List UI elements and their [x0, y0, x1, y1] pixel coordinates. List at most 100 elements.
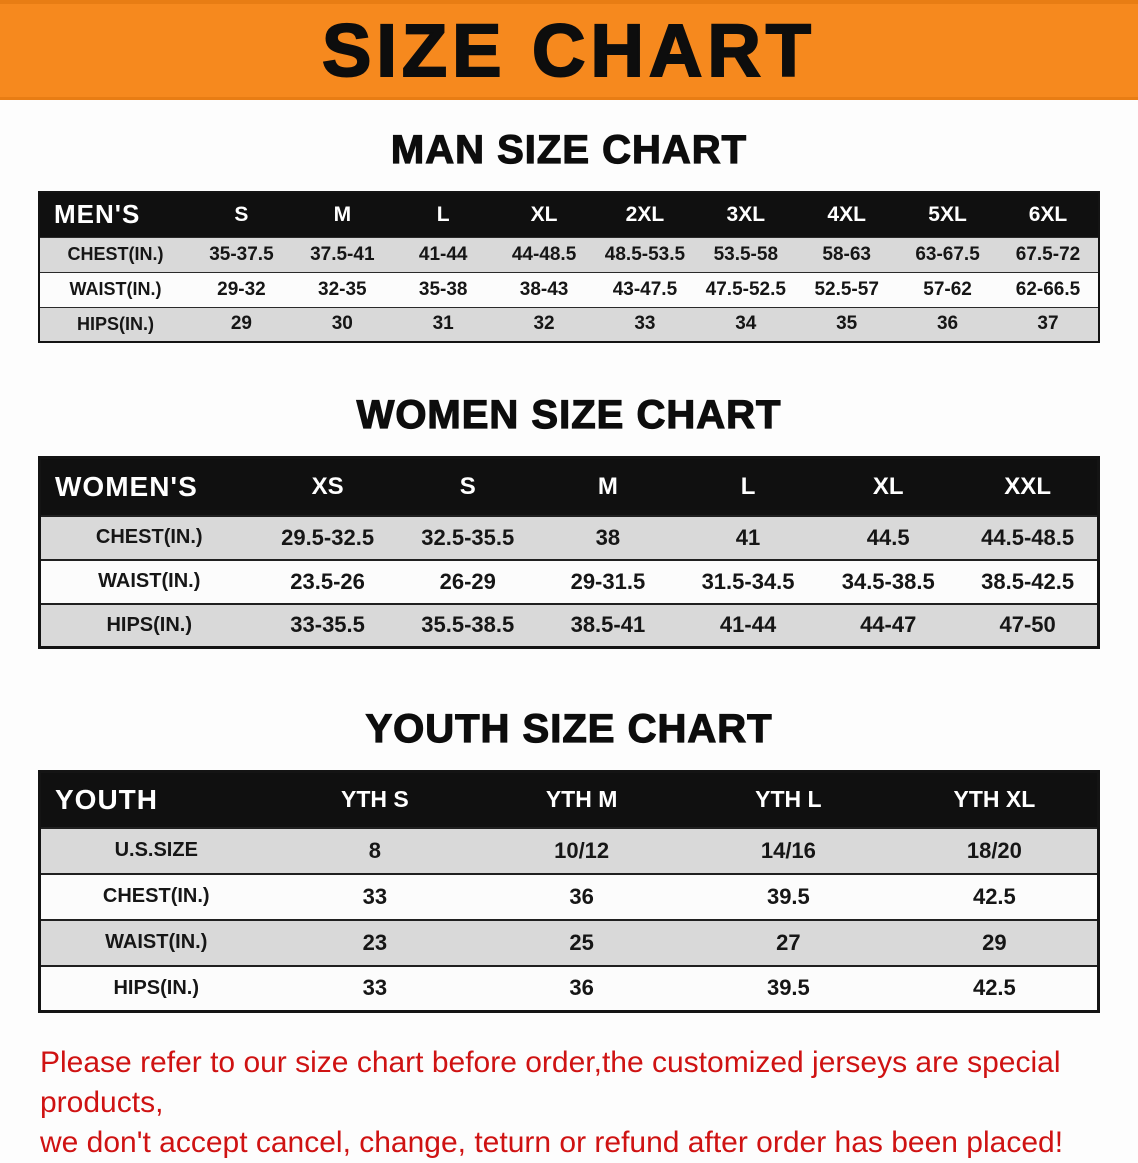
table-cell: 62-66.5 — [1015, 278, 1081, 300]
table-cell: 37 — [1037, 313, 1059, 335]
disclaimer-line-1: Please refer to our size chart before or… — [40, 1046, 1061, 1119]
women-chart-heading: WOMEN SIZE CHART — [356, 392, 782, 437]
table-cell: 31.5-34.5 — [701, 568, 795, 594]
row-label: WAIST(IN.) — [98, 570, 201, 592]
table-row: CHEST(IN.) 35-37.5 37.5-41 41-44 44-48.5 48.5… — [39, 237, 1099, 272]
table-cell: 43-47.5 — [612, 278, 678, 300]
column-header: S — [191, 192, 292, 237]
table-cell: 27 — [776, 929, 801, 955]
table-cell: 30 — [331, 313, 353, 335]
column-header: 2XL — [594, 192, 696, 237]
row-label: WAIST(IN.) — [69, 279, 162, 299]
table-cell: 14/16 — [760, 837, 816, 863]
table-cell: 35 — [836, 313, 858, 335]
column-header: 6XL — [998, 192, 1099, 237]
row-label: CHEST(IN.) — [102, 885, 210, 907]
column-header: XXL — [958, 457, 1099, 516]
table-cell: 41-44 — [719, 612, 777, 638]
table-cell: 44-47 — [860, 612, 917, 638]
men-chart-heading: MAN SIZE CHART — [390, 127, 748, 172]
table-corner-label: MEN'S — [39, 192, 191, 237]
table-row: HIPS(IN.) 33 36 39.5 42.5 — [39, 965, 1099, 1012]
men-size-chart-section: MAN SIZE CHART MEN'S S M L XL 2XL 3XL 4XL 5XL 6XL… — [0, 127, 1138, 343]
row-label: HIPS(IN.) — [113, 976, 200, 999]
table-cell: 48.5-53.5 — [604, 243, 686, 265]
table-cell: 42.5 — [972, 975, 1016, 1001]
men-size-table: MEN'S S M L XL 2XL 3XL 4XL 5XL 6XL CHEST(IN.) 35-37… — [38, 191, 1100, 343]
table-cell: 41-44 — [418, 243, 468, 265]
table-cell: 29 — [230, 313, 252, 335]
table-cell: 38.5-42.5 — [981, 568, 1075, 594]
table-cell: 23.5-26 — [290, 568, 365, 594]
table-cell: 38-43 — [519, 278, 569, 300]
table-cell: 34.5-38.5 — [841, 568, 935, 594]
table-cell: 32 — [533, 313, 555, 335]
table-cell: 33 — [362, 975, 388, 1001]
table-cell: 39.5 — [766, 975, 810, 1001]
table-cell: 31 — [432, 313, 454, 335]
table-cell: 33-35.5 — [290, 612, 365, 638]
column-header: YTH L — [685, 771, 892, 828]
column-header: XL — [818, 457, 959, 516]
table-corner-label: WOMEN'S — [39, 457, 258, 516]
table-row: WAIST(IN.) 23.5-26 26-29 29-31.5 31.5-34.5 34… — [39, 559, 1099, 604]
disclaimer-line-2: we don't accept cancel, change, teturn o… — [40, 1126, 1064, 1159]
youth-size-table: YOUTH YTH S YTH M YTH L YTH XL U.S.SIZE 8 10/12… — [38, 770, 1100, 1013]
table-cell: 57-62 — [923, 278, 972, 300]
table-cell: 63-67.5 — [915, 243, 980, 265]
table-corner-label: YOUTH — [39, 771, 272, 828]
table-cell: 44-48.5 — [511, 243, 577, 265]
column-header: 5XL — [897, 192, 998, 237]
table-cell: 29-31.5 — [570, 568, 646, 594]
row-label: HIPS(IN.) — [76, 313, 154, 334]
table-row: CHEST(IN.) 29.5-32.5 32.5-35.5 38 41 44.5 44.5… — [39, 515, 1099, 560]
table-row: U.S.SIZE 8 10/12 14/16 18/20 — [39, 827, 1099, 874]
table-cell: 23 — [362, 929, 388, 955]
table-cell: 58-63 — [822, 243, 871, 265]
table-cell: 8 — [368, 837, 381, 863]
disclaimer: Please refer to our size chart before or… — [40, 1043, 1108, 1163]
table-cell: 35-37.5 — [209, 243, 274, 265]
table-cell: 67.5-72 — [1015, 243, 1081, 265]
column-header: L — [392, 192, 494, 237]
table-cell: 53.5-58 — [713, 243, 779, 265]
header-row: YOUTH YTH S YTH M YTH L YTH XL — [39, 771, 1099, 828]
table-cell: 29.5-32.5 — [281, 524, 375, 550]
women-size-chart-section: WOMEN SIZE CHART WOMEN'S XS S M L XL XXL CHEST(… — [0, 392, 1138, 649]
table-cell: 52.5-57 — [814, 278, 879, 300]
page-title: SIZE CHART — [321, 8, 816, 92]
table-cell: 44.5-48.5 — [981, 524, 1075, 550]
row-label: U.S.SIZE — [114, 839, 198, 861]
table-row: WAIST(IN.) 29-32 32-35 35-38 38-43 43-47.5 47.… — [39, 272, 1099, 307]
table-cell: 29-32 — [217, 278, 266, 300]
table-cell: 32-35 — [318, 278, 367, 300]
table-row: WAIST(IN.) 23 25 27 29 — [39, 919, 1099, 966]
column-header: YTH M — [478, 771, 685, 828]
table-cell: 38 — [595, 524, 621, 550]
column-header: L — [677, 457, 819, 516]
column-header: 3XL — [695, 192, 797, 237]
table-cell: 36 — [569, 975, 594, 1001]
table-cell: 47.5-52.5 — [705, 278, 786, 300]
column-header: YTH S — [271, 771, 479, 828]
column-header: XL — [493, 192, 595, 237]
youth-chart-heading: YOUTH SIZE CHART — [365, 706, 773, 751]
header-row: MEN'S S M L XL 2XL 3XL 4XL 5XL 6XL — [39, 192, 1099, 237]
table-cell: 36 — [936, 313, 959, 335]
table-cell: 42.5 — [972, 883, 1016, 909]
column-header: M — [537, 457, 678, 516]
table-cell: 44.5 — [866, 524, 910, 550]
table-row: CHEST(IN.) 33 36 39.5 42.5 — [39, 873, 1099, 920]
table-cell: 47-50 — [999, 612, 1056, 638]
women-size-table: WOMEN'S XS S M L XL XXL CHEST(IN.) 29.5-32.5 32.5… — [38, 456, 1100, 649]
table-cell: 35.5-38.5 — [421, 612, 515, 638]
column-header: S — [397, 457, 538, 516]
table-cell: 33 — [634, 313, 656, 335]
table-cell: 32.5-35.5 — [421, 524, 515, 550]
column-header: M — [291, 192, 393, 237]
table-cell: 37.5-41 — [310, 243, 375, 265]
banner: SIZE CHART — [0, 0, 1138, 100]
table-cell: 38.5-41 — [570, 612, 646, 638]
row-label: HIPS(IN.) — [106, 613, 193, 636]
column-header: 4XL — [796, 192, 898, 237]
